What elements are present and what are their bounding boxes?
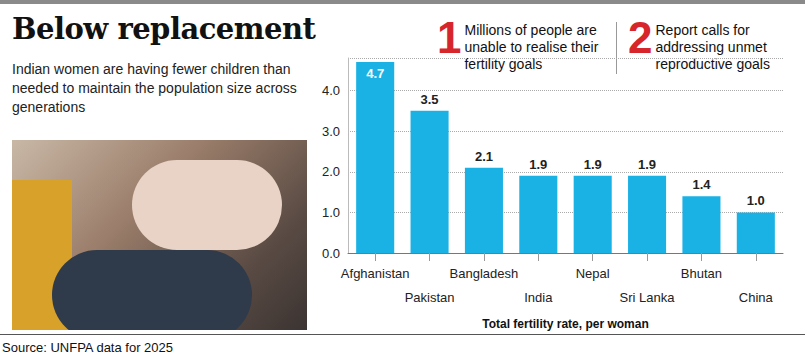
svg-text:4.0: 4.0	[322, 83, 340, 98]
svg-text:Afghanistan: Afghanistan	[341, 266, 410, 281]
html-text:Source: UNFPA data for 2025: Source: UNFPA data for 2025	[2, 340, 173, 355]
svg-text:India: India	[524, 290, 553, 305]
html-text:Millions of people are unable: Millions of people are unable to realise…	[464, 22, 599, 72]
svg-text:2.0: 2.0	[322, 164, 340, 179]
svg-text:1.9: 1.9	[638, 157, 656, 172]
svg-text:Total fertility rate, per woma: Total fertility rate, per woman	[482, 317, 648, 331]
html-text:Below replacement: Below replacement	[12, 12, 316, 46]
svg-text:China: China	[739, 290, 774, 305]
svg-text:1.0: 1.0	[322, 205, 340, 220]
svg-text:3.0: 3.0	[322, 124, 340, 139]
svg-text:Bangladesh: Bangladesh	[450, 266, 519, 281]
html-text:2: 2	[628, 13, 653, 62]
svg-text:2.1: 2.1	[475, 149, 493, 164]
svg-text:Nepal: Nepal	[576, 266, 610, 281]
html-text:Report calls for addressing un: Report calls for addressing unmet reprod…	[655, 22, 770, 72]
svg-text:1.4: 1.4	[692, 177, 711, 192]
svg-text:Pakistan: Pakistan	[405, 290, 455, 305]
svg-text:Bhutan: Bhutan	[681, 266, 722, 281]
svg-text:Sri Lanka: Sri Lanka	[620, 290, 676, 305]
svg-text:0.0: 0.0	[322, 246, 340, 261]
svg-text:3.5: 3.5	[421, 92, 439, 107]
svg-text:1.9: 1.9	[584, 157, 602, 172]
html-text:Indian women are having fewer: Indian women are having fewer children t…	[12, 61, 297, 115]
svg-text:4.7: 4.7	[366, 66, 384, 81]
svg-text:1.0: 1.0	[747, 193, 765, 208]
svg-text:1.9: 1.9	[529, 157, 547, 172]
html-text:1: 1	[437, 13, 462, 62]
